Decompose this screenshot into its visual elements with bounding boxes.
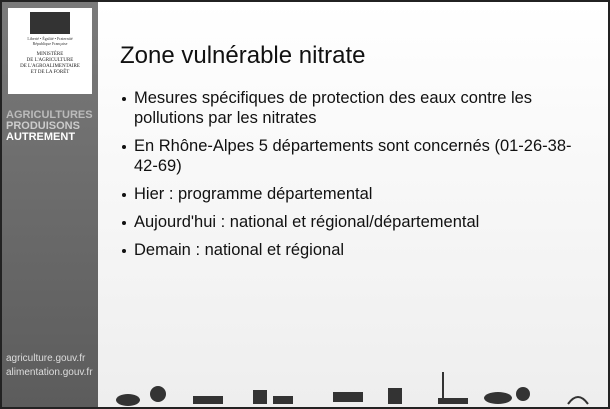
bullet: Aujourd'hui : national et régional/dépar… [120, 212, 590, 232]
logo: Liberté • Égalité • Fraternité Républiqu… [8, 8, 92, 94]
marianne [30, 12, 70, 34]
ministry: ET DE LA FORÊT [8, 70, 92, 76]
bullet: Demain : national et régional [120, 240, 590, 260]
slide-title: Zone vulnérable nitrate [120, 42, 365, 70]
content: Zone vulnérable nitrate Mesures spécifiq… [98, 2, 608, 407]
link: agriculture.gouv.fr [6, 352, 93, 366]
bullet-list: Mesures spécifiques de protection des ea… [120, 88, 590, 268]
link: alimentation.gouv.fr [6, 366, 93, 380]
sidebar: Liberté • Égalité • Fraternité Républiqu… [2, 2, 98, 407]
footer-silhouettes [98, 362, 608, 407]
bullet: Hier : programme départemental [120, 184, 590, 204]
slide: Liberté • Égalité • Fraternité Républiqu… [0, 0, 610, 409]
links: agriculture.gouv.fr alimentation.gouv.fr [6, 352, 93, 380]
bullet: Mesures spécifiques de protection des ea… [120, 88, 590, 128]
bullet: En Rhône-Alpes 5 départements sont conce… [120, 136, 590, 176]
